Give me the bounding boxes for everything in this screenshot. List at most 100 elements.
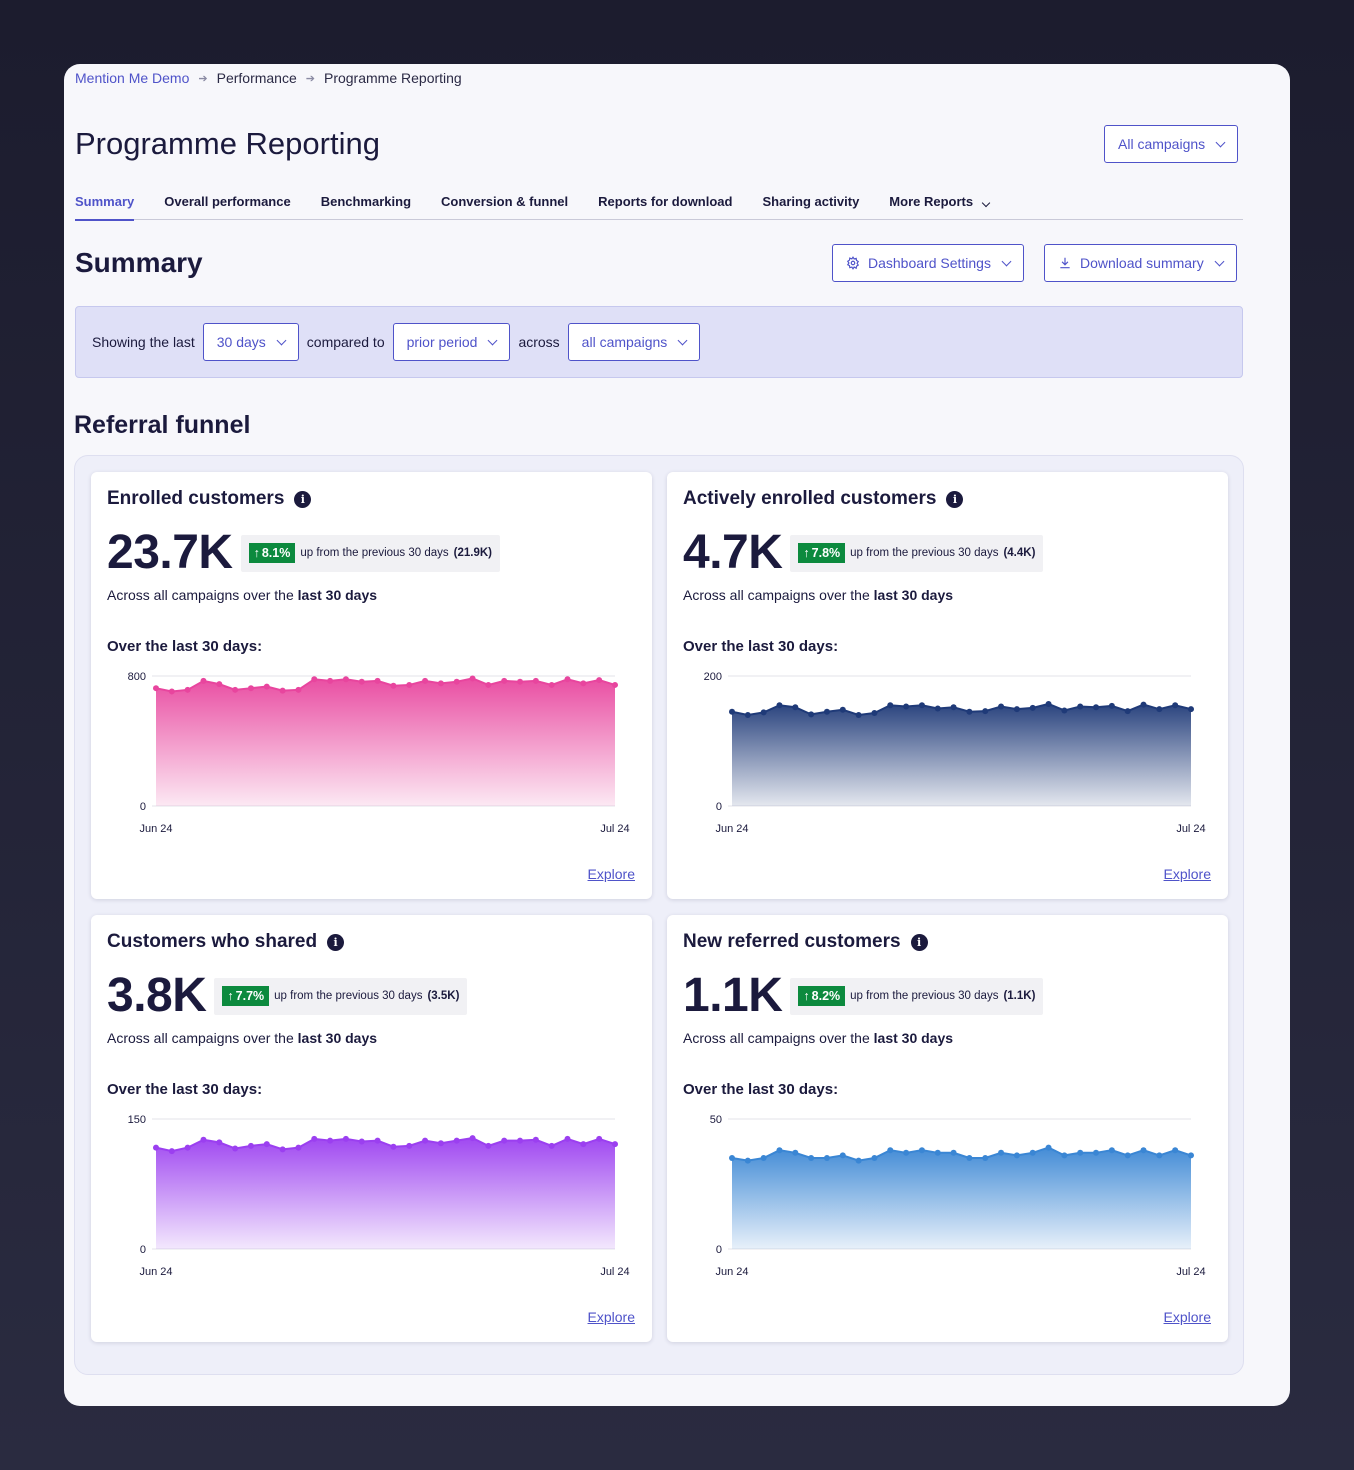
metric-value: 23.7K: [107, 526, 233, 579]
tab-more-reports[interactable]: More Reports: [889, 188, 991, 220]
info-icon[interactable]: i: [327, 933, 345, 951]
data-point: [998, 1149, 1005, 1156]
data-point: [966, 1155, 973, 1161]
data-point: [548, 681, 555, 688]
tab-benchmarking[interactable]: Benchmarking: [320, 194, 412, 209]
dashboard-settings-button[interactable]: Dashboard Settings: [832, 244, 1024, 282]
series-area: [156, 678, 615, 806]
metric-card-actively-enrolled: Actively enrolled customers i 4.7K ↑ 7.8% …: [667, 472, 1228, 899]
data-point: [406, 681, 413, 688]
explore-link[interactable]: Explore: [587, 1309, 635, 1325]
tab-bar: Summary Overall performance Benchmarking…: [75, 188, 1243, 221]
change-text: up from the previous 30 days: [850, 990, 999, 1002]
summary-title: Summary: [75, 247, 203, 278]
data-point: [311, 676, 318, 683]
sub-prefix: Across all campaigns over the: [683, 1030, 870, 1046]
chart-label: Over the last 30 days:: [683, 638, 839, 655]
info-icon[interactable]: i: [910, 933, 928, 951]
info-icon[interactable]: i: [946, 490, 964, 508]
breadcrumb-link-performance[interactable]: Performance: [216, 70, 297, 86]
data-point: [776, 702, 783, 709]
y-tick-label: 50: [710, 1114, 722, 1126]
data-point: [950, 1149, 957, 1156]
data-point: [469, 1135, 476, 1142]
metric-row: 4.7K ↑ 7.8% up from the previous 30 days …: [683, 528, 1044, 578]
series-area: [156, 1138, 615, 1249]
data-point: [532, 1136, 539, 1143]
chart-label: Over the last 30 days:: [683, 1081, 839, 1098]
data-point: [808, 1155, 815, 1161]
trend-chart: 0 200 Jun 24 Jul 24: [704, 671, 1206, 835]
x-tick-label: Jul 24: [1176, 823, 1205, 835]
arrow-up-icon: ↑: [803, 989, 810, 1003]
y-tick-label: 200: [704, 671, 722, 683]
metric-value: 3.8K: [107, 969, 207, 1022]
data-point: [422, 1137, 429, 1144]
x-tick-label: Jul 24: [600, 823, 629, 835]
data-point: [729, 1155, 735, 1161]
data-point: [580, 1141, 587, 1148]
period-select[interactable]: 30 days: [202, 323, 299, 361]
card-title: Enrolled customers i: [107, 488, 312, 510]
chevron-down-icon: [677, 335, 688, 345]
series-area: [732, 1147, 1191, 1249]
card-title-text: Actively enrolled customers: [683, 488, 937, 509]
previous-value: (21.9K): [453, 547, 493, 559]
tab-sharing-activity[interactable]: Sharing activity: [762, 194, 860, 209]
comparison-select-value: prior period: [406, 334, 478, 350]
change-badge: ↑ 8.2%: [798, 986, 846, 1006]
explore-link[interactable]: Explore: [1163, 1309, 1211, 1325]
data-point: [406, 1142, 413, 1149]
data-point: [548, 1142, 555, 1149]
data-point: [918, 1147, 925, 1154]
info-icon[interactable]: i: [294, 490, 312, 508]
metric-card-enrolled: Enrolled customers i 23.7K ↑ 8.1% up from …: [91, 472, 652, 899]
data-point: [792, 1149, 799, 1156]
data-point: [1093, 704, 1100, 711]
data-point: [184, 686, 191, 693]
metric-card-customers-shared: Customers who shared i 3.8K ↑ 7.7% up from…: [91, 915, 652, 1342]
tab-summary[interactable]: Summary: [75, 188, 135, 221]
data-point: [1013, 706, 1020, 713]
breadcrumb-link-home[interactable]: Mention Me Demo: [75, 70, 190, 86]
data-point: [887, 1147, 894, 1154]
data-point: [342, 1135, 349, 1142]
tab-conversion-funnel[interactable]: Conversion & funnel: [441, 194, 569, 209]
data-point: [871, 710, 878, 717]
data-point: [1172, 702, 1179, 709]
explore-link[interactable]: Explore: [587, 866, 635, 882]
x-tick-label: Jul 24: [1176, 1266, 1205, 1278]
data-point: [517, 678, 524, 685]
data-point: [1077, 1149, 1084, 1156]
x-tick-label: Jun 24: [139, 823, 172, 835]
arrow-right-icon: ➔: [305, 72, 315, 85]
data-point: [998, 703, 1005, 710]
tab-reports-for-download[interactable]: Reports for download: [598, 194, 733, 209]
data-point: [564, 676, 571, 683]
data-point: [1108, 1147, 1115, 1154]
data-point: [729, 708, 735, 715]
data-point: [1029, 1149, 1036, 1156]
campaigns-select[interactable]: all campaigns: [567, 323, 701, 361]
trend-chart: 0 150 Jun 24 Jul 24: [128, 1114, 630, 1278]
data-point: [358, 1138, 365, 1145]
data-point: [485, 681, 492, 688]
app-window: Mention Me Demo ➔ Performance ➔ Programm…: [64, 64, 1290, 1406]
gear-icon: [846, 256, 860, 270]
data-point: [564, 1135, 571, 1142]
data-point: [612, 681, 618, 688]
download-summary-button[interactable]: Download summary: [1044, 244, 1237, 282]
data-point: [184, 1144, 191, 1151]
referral-funnel-title: Referral funnel: [74, 411, 251, 439]
explore-link[interactable]: Explore: [1163, 866, 1211, 882]
campaign-select[interactable]: All campaigns: [1104, 125, 1239, 163]
chart-label: Over the last 30 days:: [107, 638, 263, 655]
data-point: [1124, 708, 1131, 715]
period-select-value: 30 days: [216, 334, 266, 350]
metric-row: 1.1K ↑ 8.2% up from the previous 30 days …: [683, 971, 1044, 1021]
x-tick-label: Jun 24: [715, 823, 748, 835]
comparison-select[interactable]: prior period: [392, 323, 511, 361]
card-subtitle: Across all campaigns over the last 30 da…: [683, 1030, 953, 1046]
breadcrumb: Mention Me Demo ➔ Performance ➔ Programm…: [75, 70, 462, 86]
tab-overall-performance[interactable]: Overall performance: [164, 194, 291, 209]
